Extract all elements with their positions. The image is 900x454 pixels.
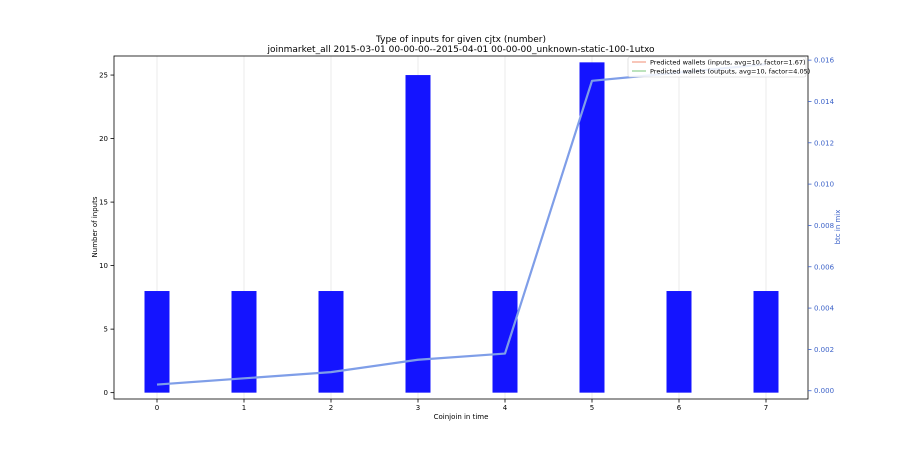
bar [231,291,257,393]
bars [144,62,779,393]
y-tick-label: 5 [104,326,108,334]
bar [144,291,170,393]
y2-tick-label: 0.016 [814,57,835,65]
x-axis-ticks: 0 1 2 3 4 5 6 7 [155,399,768,412]
x-tick-label: 3 [416,404,420,412]
y-tick-label: 15 [99,199,108,207]
x-axis-label: Coinjoin in time [434,413,489,421]
y2-tick-label: 0.012 [814,139,834,147]
y2-tick-label: 0.006 [814,263,835,271]
x-tick-label: 5 [590,404,594,412]
x-tick-label: 6 [677,404,682,412]
bar [318,291,344,393]
chart-subtitle: joinmarket_all 2015-03-01 00-00-00--2015… [266,45,655,55]
y2-tick-label: 0.004 [814,305,835,313]
legend-label-inputs: Predicted wallets (inputs, avg=10, facto… [650,59,806,67]
x-tick-label: 7 [764,404,768,412]
y-tick-label: 10 [99,262,108,270]
y2-axis-ticks: 0.000 0.002 0.004 0.006 0.008 0.010 0.012 0.014… [808,57,835,395]
x-tick-label: 4 [503,404,508,412]
x-tick-label: 1 [242,404,246,412]
y2-tick-label: 0.014 [814,98,835,106]
y2-tick-label: 0.010 [814,181,834,189]
bar [492,291,518,393]
y2-tick-label: 0.008 [814,222,834,230]
bar [579,62,605,393]
x-tick-label: 2 [329,404,333,412]
legend-label-outputs: Predicted wallets (outputs, avg=10, fact… [650,68,810,76]
bar [666,291,692,393]
legend-box [627,56,807,78]
y-tick-label: 0 [104,389,108,397]
legend: Predicted wallets (inputs, avg=10, facto… [627,56,810,78]
plot-frame [113,55,809,400]
y2-tick-label: 0.002 [814,346,834,354]
y-tick-label: 20 [99,135,108,143]
bar [405,75,431,393]
y-axis-ticks: 0 5 10 15 20 25 [99,72,114,397]
x-tick-label: 0 [155,404,159,412]
chart-title: Type of inputs for given cjtx (number) [375,35,546,45]
y-axis-label: Number of inputs [91,196,99,257]
y-tick-label: 25 [99,72,108,80]
bar [753,291,779,393]
y2-tick-label: 0.000 [814,387,834,395]
y2-axis-label: btc in mix [834,210,842,245]
